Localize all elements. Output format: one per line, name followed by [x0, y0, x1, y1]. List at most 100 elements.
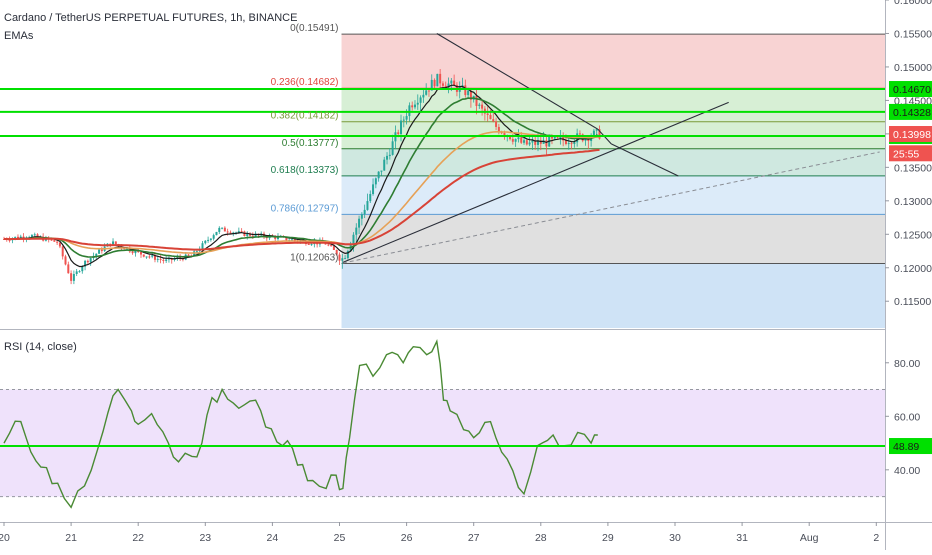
candle-body — [567, 143, 570, 145]
candle-body — [162, 259, 165, 261]
candle-body — [204, 240, 207, 244]
candle-body — [388, 154, 391, 156]
candle-body — [464, 85, 467, 96]
candlesticks — [3, 69, 601, 285]
candle-body — [450, 80, 453, 84]
fib-zone — [341, 88, 885, 122]
candle-body — [436, 73, 439, 87]
price-tick-label: 0.16000 — [894, 0, 932, 7]
time-tick-label: 27 — [468, 532, 480, 544]
line-price-tag-bg — [889, 81, 932, 98]
candle-body — [416, 102, 419, 105]
candle-body — [33, 234, 36, 236]
candle-body — [246, 233, 249, 237]
candle-body — [595, 129, 598, 131]
candle-body — [486, 113, 489, 115]
time-tick-label: 2 — [873, 532, 879, 544]
candle-body — [352, 234, 355, 245]
price-axis: 0.160000.155000.150000.145000.140000.135… — [885, 0, 932, 477]
candle-body — [19, 236, 22, 239]
price-tick-label: 0.13000 — [894, 196, 932, 208]
price-tick-label: 0.13500 — [894, 162, 932, 174]
candle-body — [358, 218, 361, 228]
candle-body — [355, 227, 358, 235]
candle-body — [159, 258, 162, 260]
candle-body — [400, 120, 403, 135]
candle-body — [539, 140, 542, 144]
candle-body — [525, 140, 528, 145]
rsi-value-tag-bg — [889, 438, 932, 455]
candle-body — [53, 240, 56, 242]
fib-zone — [341, 175, 885, 215]
candle-body — [363, 209, 366, 215]
line-price-tag: 0.14328 — [893, 107, 931, 119]
horizontal-lines[interactable] — [0, 88, 885, 137]
trendlines[interactable] — [342, 32, 880, 264]
time-tick-label: 30 — [669, 532, 681, 544]
candle-body — [139, 252, 142, 255]
candle-body — [335, 249, 338, 255]
candle-body — [95, 253, 98, 256]
candle-body — [478, 104, 481, 106]
candle-body — [497, 126, 500, 133]
time-tick-label: 29 — [602, 532, 614, 544]
candle-body — [542, 140, 545, 144]
candle-body — [509, 135, 512, 140]
candle-body — [531, 140, 534, 143]
candle-body — [598, 129, 601, 139]
candle-body — [156, 258, 159, 260]
ema-short-line — [3, 97, 600, 258]
price-tick-label: 0.11500 — [894, 296, 931, 308]
candle-body — [98, 249, 101, 254]
candle-body — [564, 140, 567, 145]
time-axis: 20 21 22 23 24 25 26 27 28 29 30 31 Aug 2 — [0, 522, 879, 544]
candle-body — [67, 264, 70, 274]
chart-title: Cardano / TetherUS PERPETUAL FUTURES, 1h… — [4, 12, 298, 24]
price-tick-label: 0.15500 — [894, 28, 932, 40]
candle-body — [81, 266, 84, 272]
candle-body — [570, 143, 573, 145]
price-tick-label: 0.15000 — [894, 62, 932, 74]
candle-body — [58, 242, 61, 247]
fib-zone — [341, 34, 885, 89]
candle-body — [441, 83, 444, 86]
fibonacci-labels: 0(0.15491) 0.236(0.14682) 0.382(0.14182) 0.… — [271, 23, 339, 263]
candle-body — [467, 90, 470, 96]
candle-body — [30, 235, 33, 238]
candle-body — [240, 231, 243, 233]
price-tick-label: 0.12000 — [894, 263, 932, 275]
candle-body — [134, 250, 137, 254]
candle-body — [517, 137, 520, 140]
rsi-label: RSI (14, close) — [4, 341, 77, 353]
candle-body — [72, 273, 75, 281]
candle-body — [469, 90, 472, 100]
rsi-tick-label: 60.00 — [894, 411, 920, 423]
candle-body — [559, 136, 562, 138]
candle-body — [380, 170, 383, 172]
fib-level-label: 1(0.12063) — [290, 253, 338, 264]
candle-body — [14, 236, 17, 239]
candle-body — [112, 241, 115, 246]
candle-body — [89, 258, 92, 263]
dashed-trendline — [342, 151, 880, 264]
fib-level-label: 0.382(0.14182) — [271, 111, 339, 122]
candle-body — [425, 90, 428, 95]
candle-body — [573, 142, 576, 145]
candle-body — [520, 137, 523, 143]
candle-body — [50, 239, 53, 241]
line-price-tag: 0.14670 — [893, 84, 931, 96]
candle-body — [377, 171, 380, 179]
candle-body — [489, 114, 492, 120]
price-tag: 0.13998 — [893, 129, 931, 141]
candle-body — [534, 140, 537, 145]
time-tick-label: 28 — [535, 532, 547, 544]
candle-body — [550, 136, 553, 139]
time-tick-label: Aug — [800, 532, 819, 544]
candle-body — [419, 97, 422, 103]
time-tick-label: 25 — [334, 532, 346, 544]
rsi-tick-label: 80.00 — [894, 358, 920, 370]
candle-body — [187, 254, 190, 256]
fib-level-label: 0.5(0.13777) — [282, 138, 339, 149]
candle-body — [249, 233, 252, 236]
